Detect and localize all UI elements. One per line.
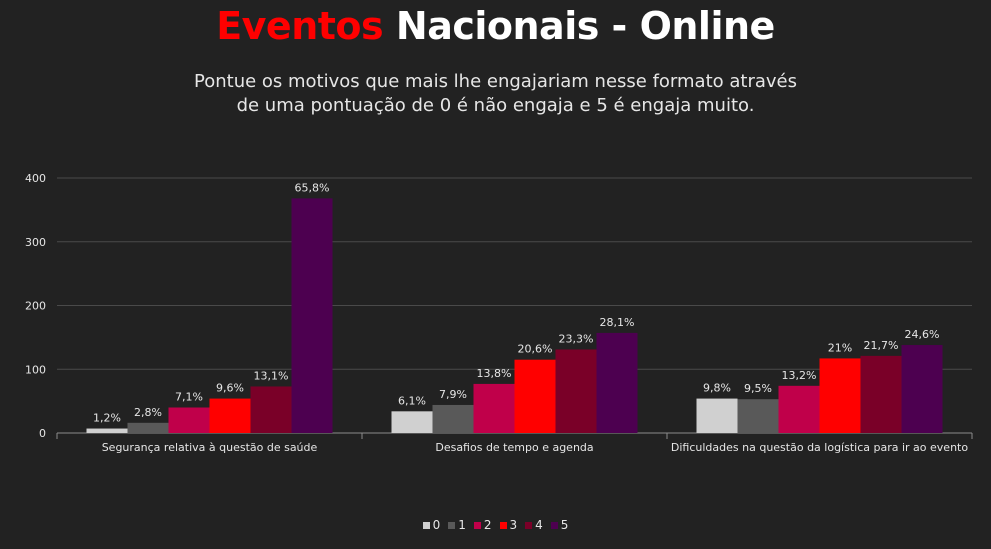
chart-legend: 0 1 2 3 4 5 xyxy=(0,518,991,532)
bar xyxy=(127,422,169,433)
data-label: 7,9% xyxy=(439,388,467,401)
legend-swatch xyxy=(550,521,558,529)
legend-label: 1 xyxy=(458,518,466,532)
page-title: Eventos Nacionais - Online xyxy=(0,4,991,48)
legend-label: 5 xyxy=(560,518,569,532)
bar xyxy=(86,428,128,433)
data-label: 7,1% xyxy=(175,391,203,404)
legend-label: 0 xyxy=(432,518,441,532)
bar xyxy=(737,399,779,433)
bar xyxy=(555,349,597,433)
legend-swatch xyxy=(473,521,481,529)
bar xyxy=(473,383,515,433)
bar xyxy=(860,355,902,433)
y-tick-label: 300 xyxy=(25,236,46,249)
data-label: 13,2% xyxy=(782,369,817,382)
data-label: 21% xyxy=(828,341,852,354)
bar xyxy=(819,358,861,433)
data-label: 65,8% xyxy=(295,181,330,194)
data-label: 20,6% xyxy=(518,343,553,356)
bar xyxy=(901,345,943,433)
legend-swatch xyxy=(525,521,533,529)
data-label: 9,6% xyxy=(216,382,244,395)
data-label: 24,6% xyxy=(905,328,940,341)
x-tick-label: Desafios de tempo e agenda xyxy=(435,441,593,454)
data-label: 28,1% xyxy=(600,316,635,329)
legend-item: 1 xyxy=(448,518,466,532)
y-tick-label: 0 xyxy=(39,427,46,440)
legend-item: 4 xyxy=(525,518,543,532)
bar xyxy=(778,385,820,433)
legend-label: 2 xyxy=(483,518,492,532)
legend-item: 2 xyxy=(473,518,492,532)
legend-swatch xyxy=(499,521,507,529)
x-tick-label: Segurança relativa à questão de saúde xyxy=(102,441,318,454)
legend-label: 4 xyxy=(535,518,543,532)
subtitle-line-2: de uma pontuação de 0 é não engaja e 5 é… xyxy=(236,95,755,116)
y-tick-label: 100 xyxy=(25,363,46,376)
legend-item: 3 xyxy=(499,518,518,532)
title-rest: Nacionais - Online xyxy=(395,4,775,48)
bar xyxy=(391,411,433,433)
data-label: 6,1% xyxy=(398,394,426,407)
legend-item: 0 xyxy=(422,518,441,532)
x-tick-label: Dificuldades na questão da logística par… xyxy=(671,441,968,454)
bar xyxy=(291,198,333,433)
bar xyxy=(696,398,738,433)
title-accent: Eventos xyxy=(216,4,384,48)
data-label: 13,8% xyxy=(477,367,512,380)
data-label: 13,1% xyxy=(254,369,289,382)
bar xyxy=(432,404,474,433)
bar xyxy=(168,407,210,433)
bar xyxy=(596,332,638,433)
page-subtitle: Pontue os motivos que mais lhe engajaria… xyxy=(0,70,991,118)
bar xyxy=(209,398,251,433)
data-label: 21,7% xyxy=(864,339,899,352)
bar xyxy=(250,386,292,433)
y-tick-label: 200 xyxy=(25,300,46,313)
bar xyxy=(514,359,556,433)
subtitle-line-1: Pontue os motivos que mais lhe engajaria… xyxy=(194,71,797,92)
legend-label: 3 xyxy=(509,518,518,532)
data-label: 1,2% xyxy=(93,412,121,425)
data-label: 2,8% xyxy=(134,406,162,419)
legend-swatch xyxy=(422,521,430,529)
data-label: 9,8% xyxy=(703,382,731,395)
data-label: 23,3% xyxy=(559,332,594,345)
data-label: 9,5% xyxy=(744,382,772,395)
y-tick-label: 400 xyxy=(25,172,46,185)
legend-swatch xyxy=(448,521,456,529)
legend-item: 5 xyxy=(550,518,569,532)
